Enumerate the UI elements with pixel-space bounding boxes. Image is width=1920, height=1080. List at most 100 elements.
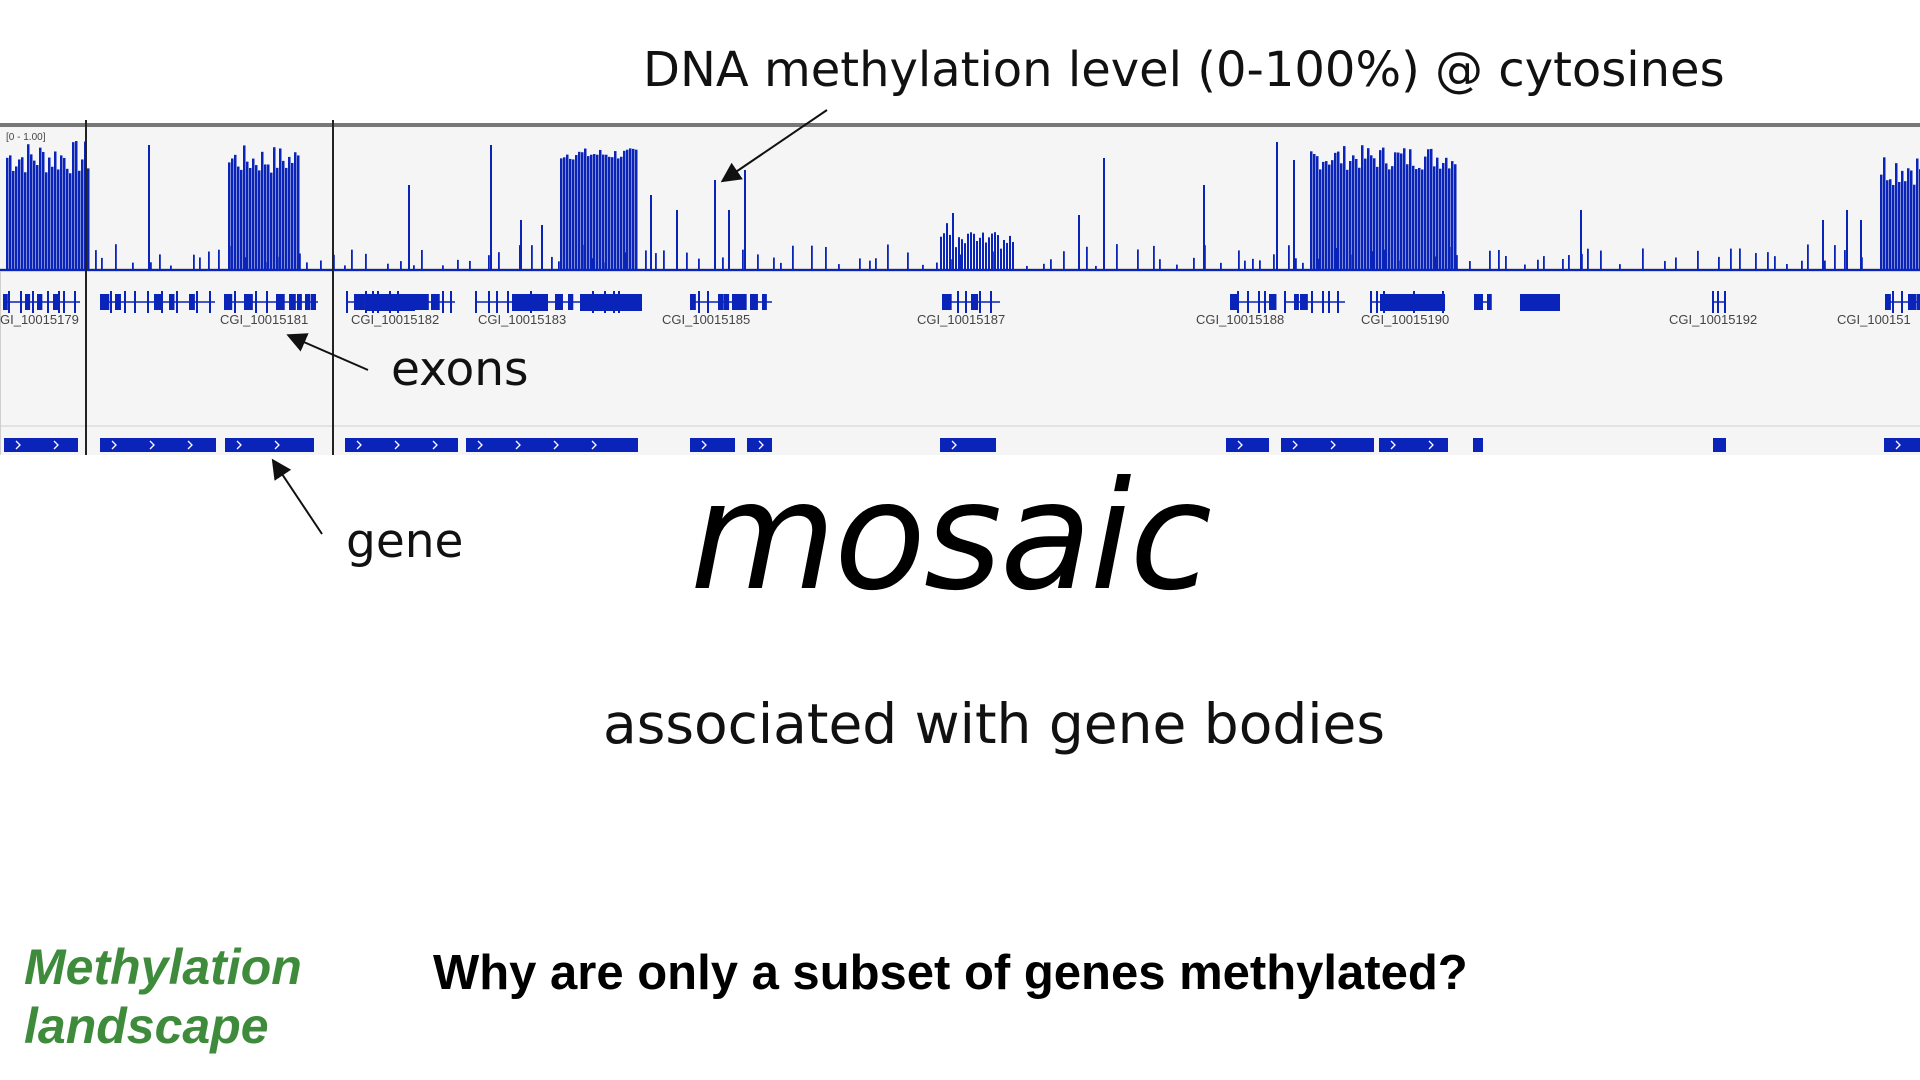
methylation-bar [1388, 169, 1391, 270]
methylation-bar [581, 152, 584, 270]
cgi-label: CGI_10015192 [1669, 312, 1757, 327]
methylation-bar [54, 151, 57, 270]
methylation-bar [1449, 246, 1451, 270]
methylation-bar [294, 152, 297, 270]
methylation-bar [1086, 246, 1088, 270]
cgi-exon [1337, 291, 1339, 313]
cgi-exon [1712, 291, 1714, 313]
methylation-bar [264, 164, 267, 270]
methylation-bar [1767, 252, 1769, 270]
cgi-label: CGI_10015183 [478, 312, 566, 327]
methylation-bar [1334, 152, 1337, 270]
methylation-bar [51, 166, 54, 270]
methylation-bar [351, 249, 353, 270]
methylation-bar [9, 155, 12, 270]
methylation-bar [599, 149, 602, 270]
gene-block [940, 438, 996, 452]
methylation-bar [208, 251, 210, 270]
methylation-bar [1642, 248, 1644, 270]
methylation-bar [265, 262, 267, 270]
methylation-bar [1159, 259, 1161, 270]
methylation-bar [490, 145, 492, 270]
methylation-bar [1385, 163, 1388, 270]
cgi-label: CGI_10015190 [1361, 312, 1449, 327]
methylation-bar [655, 253, 657, 270]
methylation-bar [1675, 257, 1677, 270]
methylation-bar [132, 262, 134, 270]
cgi-exon [1284, 291, 1286, 313]
methylation-bar [1400, 153, 1403, 270]
gene-annotation: gene [346, 514, 464, 569]
cgi-exon [555, 294, 563, 310]
methylation-bar [952, 212, 954, 270]
methylation-bar [722, 257, 724, 270]
methylation-bar [101, 257, 103, 270]
cgi-exon [1917, 294, 1920, 310]
methylation-bar [1822, 220, 1824, 270]
cgi-exon [1370, 291, 1372, 313]
methylation-bar [1376, 166, 1379, 270]
cgi-exon [255, 291, 257, 313]
methylation-bar [42, 151, 45, 270]
methylation-bar [277, 256, 279, 270]
cgi-exon [224, 294, 233, 310]
methylation-bar [87, 168, 90, 270]
methylation-bar [742, 249, 744, 270]
methylation-bar [1328, 164, 1331, 270]
cgi-exon [979, 291, 981, 313]
methylation-bar [1913, 184, 1916, 270]
methylation-bar [270, 172, 273, 270]
methylation-bar [1895, 163, 1898, 270]
methylation-bar [811, 245, 813, 270]
methylation-bar [1238, 250, 1240, 270]
methylation-bar [714, 180, 716, 270]
cgi-exon [1487, 294, 1492, 310]
cgi-exon [169, 294, 175, 310]
methylation-bar [1319, 169, 1322, 270]
methylation-bar [1448, 168, 1451, 270]
methylation-bar [1394, 152, 1397, 270]
methylation-bar [1697, 250, 1699, 270]
methylation-bar [193, 254, 195, 270]
cgi-exon [32, 291, 34, 313]
methylation-bar [623, 150, 626, 270]
methylation-bar [1664, 260, 1666, 270]
gene-block [100, 438, 216, 452]
methylation-bar [1718, 256, 1720, 270]
methylation-bar [686, 252, 688, 270]
methylation-bar [400, 261, 402, 270]
methylation-bar [946, 223, 948, 270]
cgi-exon [698, 291, 700, 313]
methylation-bar [603, 262, 605, 270]
methylation-bar [970, 232, 972, 270]
methylation-bar [1391, 166, 1394, 270]
methylation-bar [285, 167, 288, 270]
methylation-bar [519, 245, 521, 270]
methylation-bar [279, 148, 282, 270]
methylation-bar [255, 165, 258, 270]
methylation-bar [635, 149, 638, 270]
methylation-bar [575, 155, 578, 270]
methylation-bar [306, 262, 308, 270]
cgi-exon [176, 291, 178, 313]
methylation-bar [1343, 146, 1346, 270]
methylation-bar [1498, 249, 1500, 270]
cgi-exon [196, 291, 198, 313]
methylation-bar [1336, 248, 1338, 270]
methylation-bar [488, 255, 490, 270]
methylation-bar [45, 172, 48, 270]
cgi-exon [750, 294, 758, 310]
methylation-bar [1600, 250, 1602, 270]
cgi-exon [189, 294, 195, 310]
cgi-feature-track [3, 291, 1920, 313]
cgi-label: CGI_10015181 [220, 312, 308, 327]
methylation-bar [95, 250, 97, 270]
methylation-bar [1252, 258, 1254, 270]
cgi-exon [1247, 291, 1249, 313]
methylation-bar [258, 170, 261, 270]
cgi-exon [732, 294, 740, 310]
methylation-bar [1026, 265, 1028, 270]
methylation-bar [625, 252, 627, 270]
methylation-bar [1568, 255, 1570, 270]
cgi-exon [1269, 294, 1277, 310]
